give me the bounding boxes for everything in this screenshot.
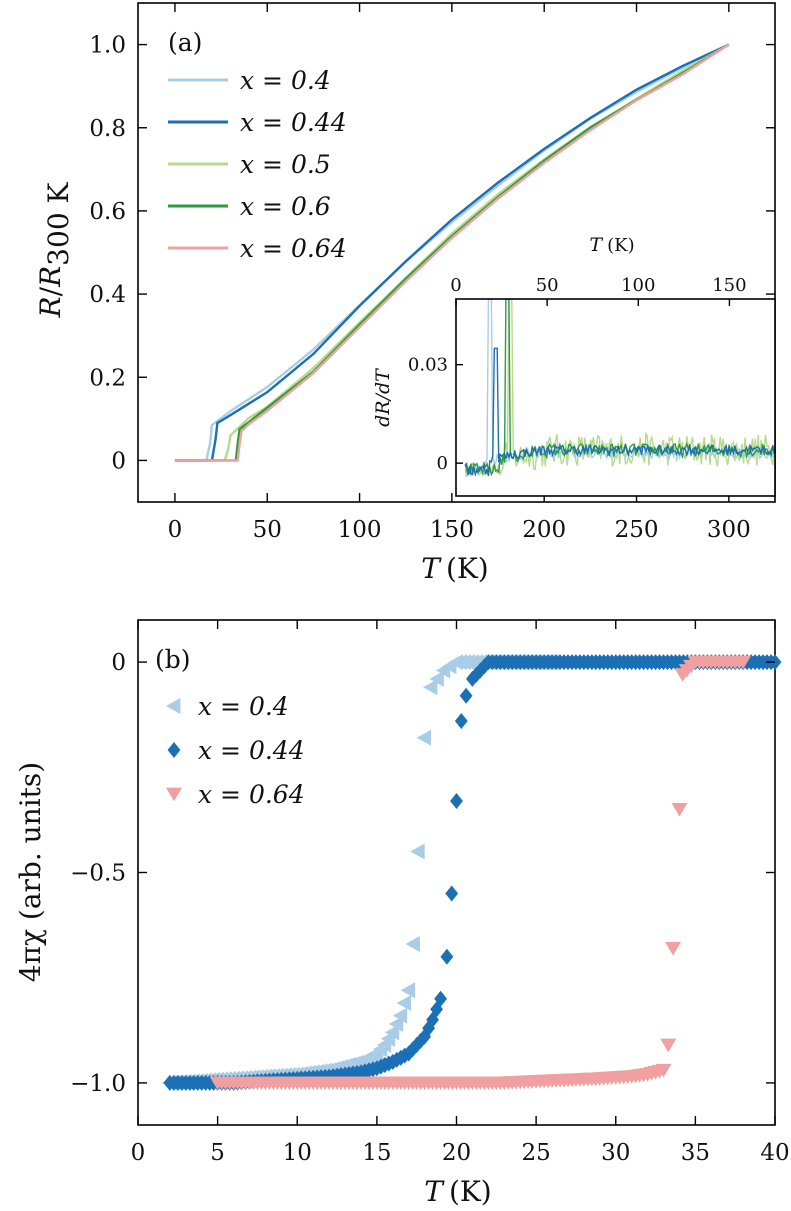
panel-a-x-tick-label: 100 bbox=[338, 517, 382, 543]
panel-b-point-x-0-4 bbox=[405, 936, 420, 952]
panel-a-x-tick-label: 200 bbox=[522, 517, 566, 543]
panel-a-label: (a) bbox=[168, 28, 202, 57]
legend-marker-x-0-64 bbox=[166, 787, 182, 802]
inset-x-tick-label: 0 bbox=[450, 275, 461, 296]
panel-b-point-x-0-64 bbox=[671, 803, 688, 817]
panel-b-x-tick-label: 35 bbox=[681, 1140, 710, 1166]
legend-label-x-0-64: x = 0.64 bbox=[240, 234, 347, 263]
panel-a-y-tick-label: 0 bbox=[111, 448, 126, 474]
legend-label-x-0-5: x = 0.5 bbox=[240, 150, 331, 179]
panel-b-x-tick-label: 20 bbox=[442, 1140, 471, 1166]
panel-b-point-x-0-44 bbox=[422, 1020, 435, 1037]
panel-b-point-x-0-4 bbox=[388, 1016, 404, 1032]
panel-b-chart: 0 5 10 15 20 25 30 35 40 0−0.5−1.0 (b) x = 0.4x … bbox=[14, 619, 790, 1208]
legend-label-x-0-44: x = 0.44 bbox=[240, 108, 347, 137]
panel-b-point-x-0-44 bbox=[440, 948, 454, 965]
inset-frame bbox=[455, 298, 776, 497]
panel-a-series-x-0-6 bbox=[174, 43, 730, 462]
legend-marker-x-0-4 bbox=[166, 698, 181, 714]
panel-b-point-x-0-44 bbox=[454, 713, 468, 729]
panel-a-x-tick-label: 150 bbox=[430, 517, 474, 543]
panel-a-x-ticks: 0 50 100 150 200 250 300 bbox=[168, 3, 751, 543]
panel-b-point-x-0-44 bbox=[445, 885, 459, 902]
panel-b-legend: x = 0.4 x = 0.44 x = 0.64 bbox=[166, 692, 305, 809]
panel-a-series-x-0-64 bbox=[174, 43, 730, 462]
inset-y-ticks: 00.03 bbox=[408, 355, 463, 474]
inset-chart: 0 50 100 150 00.03 T (K) dR/dT bbox=[372, 234, 776, 497]
panel-a-x-tick-label: 300 bbox=[707, 517, 751, 543]
panel-b-point-x-0-4 bbox=[384, 1024, 400, 1041]
inset-x-ticks: 0 50 100 150 bbox=[450, 275, 747, 306]
panel-b-x-tick-label: 5 bbox=[210, 1140, 225, 1166]
panel-b-label: (b) bbox=[155, 645, 191, 674]
panel-a-series-x-0-44 bbox=[174, 43, 730, 462]
panel-b-point-x-0-4 bbox=[400, 982, 416, 999]
panel-a-x-tick-label: 0 bbox=[168, 517, 183, 543]
panel-a-chart: 0 50 100 150 200 250 300 00.20.40.60.81.0 (a) … bbox=[34, 2, 776, 585]
panel-b-point-x-0-4 bbox=[429, 670, 444, 687]
panel-a-y-tick-label: 0.2 bbox=[89, 365, 126, 391]
panel-b-legend-label-x-0-4: x = 0.4 bbox=[198, 692, 289, 721]
panel-b-point-x-0-44 bbox=[459, 687, 473, 704]
panel-b-y-ticks: 0 −0.5 −1.0 bbox=[70, 650, 775, 1097]
panel-b-x-axis-label: T (K) bbox=[424, 1175, 491, 1208]
panel-b-x-tick-label: 15 bbox=[362, 1140, 391, 1166]
panel-b-point-x-0-44 bbox=[434, 990, 447, 1007]
inset-y-tick-label: 0.03 bbox=[408, 355, 448, 376]
panel-b-x-tick-label: 25 bbox=[521, 1140, 550, 1166]
legend-marker-x-0-44 bbox=[167, 742, 181, 758]
panel-a-frame bbox=[137, 2, 776, 503]
inset-y-axis-label: dR/dT bbox=[372, 368, 394, 427]
panel-a-y-tick-label: 1.0 bbox=[89, 33, 126, 59]
inset-series-x-0-5 bbox=[464, 299, 775, 477]
inset-series-x-0-44 bbox=[464, 347, 775, 478]
panel-b-point-x-0-4 bbox=[416, 729, 431, 746]
panel-b-point-x-0-4 bbox=[423, 679, 438, 696]
inset-x-tick-label: 150 bbox=[712, 275, 746, 296]
panel-b-point-x-0-64 bbox=[735, 655, 752, 670]
legend-label-x-0-6: x = 0.6 bbox=[240, 192, 331, 221]
inset-background bbox=[456, 299, 775, 496]
inset-x-tick-label: 100 bbox=[621, 275, 655, 296]
panel-a-y-ticks: 0 0.2 0.4 0.6 0.8 1.0 bbox=[89, 33, 775, 474]
panel-b-point-x-0-64 bbox=[660, 1038, 677, 1053]
inset-x-tick-label: 50 bbox=[536, 275, 559, 296]
panel-b-legend-label-x-0-44: x = 0.44 bbox=[198, 736, 305, 765]
panel-b-legend-label-x-0-64: x = 0.64 bbox=[198, 780, 305, 809]
panel-b-series-group bbox=[161, 654, 782, 1091]
panel-b-point-x-0-44 bbox=[450, 793, 463, 809]
panel-b-point-x-0-64 bbox=[665, 941, 682, 956]
panel-a-series-group bbox=[174, 43, 730, 462]
panel-a-y-tick-label: 0.6 bbox=[89, 199, 126, 225]
panel-b-y-axis-label: 4πχ (arb. units) bbox=[14, 762, 47, 982]
panel-b-point-x-0-44 bbox=[418, 1028, 431, 1045]
panel-a-x-axis-label: T (K) bbox=[421, 552, 488, 585]
panel-b-point-x-0-64 bbox=[655, 1063, 672, 1078]
inset-series-group bbox=[464, 299, 775, 478]
inset-y-tick-label: 0 bbox=[437, 453, 448, 474]
panel-b-x-tick-label: 40 bbox=[760, 1140, 789, 1166]
panel-b-y-tick-label: −1.0 bbox=[70, 1071, 126, 1097]
panel-b-point-x-0-4 bbox=[392, 1007, 408, 1024]
panel-a-y-tick-label: 0.8 bbox=[89, 116, 126, 142]
panel-b-x-ticks: 0 5 10 15 20 25 30 35 40 bbox=[131, 620, 790, 1166]
inset-series-x-0-6 bbox=[464, 299, 775, 476]
panel-a-legend: x = 0.4 x = 0.44 x = 0.5 x = 0.6 x = 0.64 bbox=[168, 66, 347, 263]
panel-b-x-tick-label: 10 bbox=[283, 1140, 312, 1166]
panel-b-y-tick-label: 0 bbox=[111, 650, 126, 676]
panel-a-y-tick-label: 0.4 bbox=[89, 282, 126, 308]
panel-a-x-tick-label: 50 bbox=[253, 517, 282, 543]
panel-b-x-tick-label: 0 bbox=[131, 1140, 146, 1166]
panel-b-x-tick-label: 30 bbox=[601, 1140, 630, 1166]
panel-b-y-tick-label: −0.5 bbox=[70, 861, 126, 887]
panel-b-point-x-0-4 bbox=[396, 995, 412, 1011]
inset-x-axis-label: T (K) bbox=[589, 234, 634, 256]
legend-label-x-0-4: x = 0.4 bbox=[240, 66, 331, 95]
panel-a-x-tick-label: 250 bbox=[615, 517, 659, 543]
panel-a-y-axis-label: R/R300 K bbox=[34, 181, 75, 318]
panel-b-series-x-0-64 bbox=[209, 655, 752, 1091]
panel-b-point-x-0-4 bbox=[410, 843, 425, 860]
